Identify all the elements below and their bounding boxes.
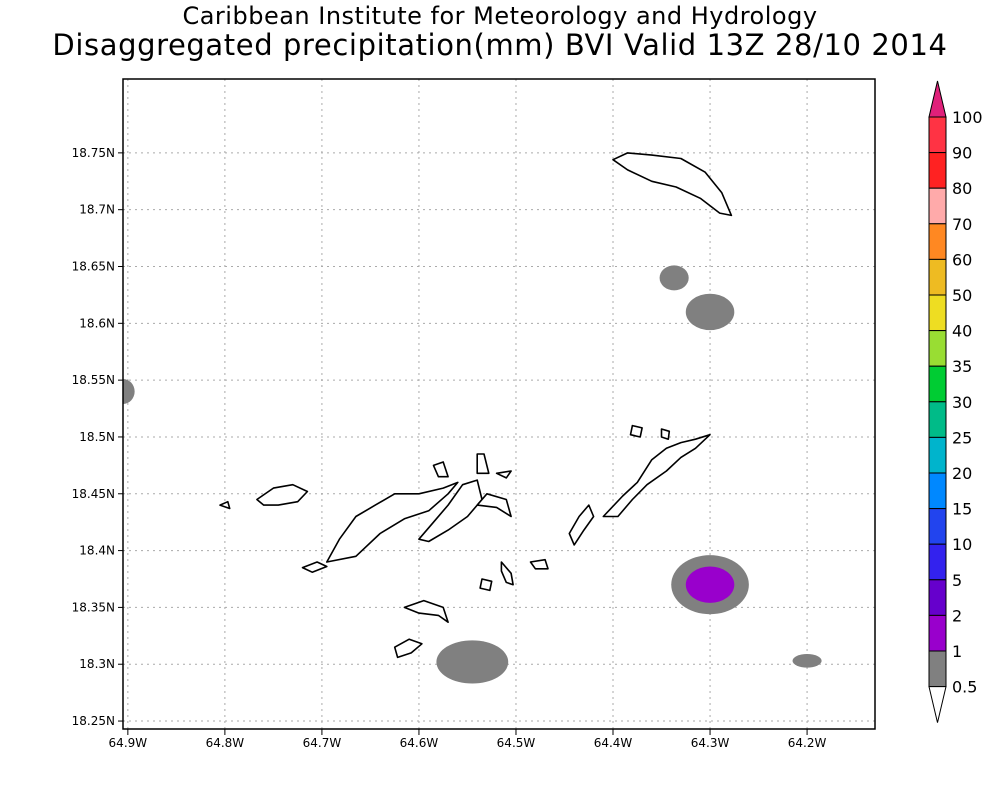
y-tick-label: 18.75N: [72, 146, 115, 160]
island-outlines: [219, 152, 733, 659]
colorbar-swatch: [928, 330, 947, 367]
island-outline: [393, 638, 423, 659]
colorbar-label: 0.5: [952, 678, 977, 697]
x-tick-label: 64.6W: [400, 736, 439, 750]
island-outline: [403, 599, 449, 624]
island-outline: [219, 500, 231, 510]
colorbar-over-arrow: [928, 80, 947, 118]
colorbar-swatch: [928, 614, 947, 652]
colorbar-swatch: [928, 508, 947, 545]
colorbar-label: 10: [952, 535, 972, 554]
colorbar-swatch: [928, 223, 947, 260]
colorbar-swatch: [928, 650, 947, 688]
colorbar-swatch: [928, 116, 947, 154]
colorbar-under-arrow: [928, 686, 947, 723]
precip-cell: [123, 379, 135, 404]
colorbar-swatch: [928, 579, 947, 616]
x-tick-label: 64.8W: [206, 736, 245, 750]
colorbar-swatch: [928, 152, 947, 189]
colorbar-label: 25: [952, 428, 972, 447]
precip-cell: [685, 293, 735, 331]
precip-cell: [685, 566, 735, 603]
precip-cell: [792, 654, 822, 668]
grid-lines: [123, 79, 875, 729]
colorbar-label: 70: [952, 215, 972, 234]
colorbar-swatch: [928, 258, 947, 296]
plot-frame: [122, 78, 876, 730]
colorbar-label: 1: [952, 642, 962, 661]
colorbar-label: 60: [952, 250, 972, 269]
island-outline: [432, 461, 449, 478]
colorbar-swatch: [928, 187, 947, 225]
x-tick-label: 64.4W: [594, 736, 633, 750]
x-tick-label: 64.2W: [788, 736, 827, 750]
island-outline: [256, 483, 309, 506]
island-outline: [602, 433, 711, 518]
colorbar-label: 90: [952, 144, 972, 163]
y-tick-label: 18.65N: [72, 260, 115, 274]
colorbar-swatch: [928, 436, 947, 474]
colorbar-swatch: [928, 472, 947, 510]
island-outline: [495, 470, 512, 479]
colorbar-label: 50: [952, 286, 972, 305]
island-outline: [529, 558, 549, 570]
island-outline: [325, 481, 459, 563]
y-tick-label: 18.6N: [79, 316, 115, 330]
y-tick-label: 18.45N: [72, 487, 115, 501]
colorbar-label: 30: [952, 393, 972, 412]
island-outline: [476, 492, 512, 518]
colorbar-label: 20: [952, 464, 972, 483]
colorbar-swatch: [928, 543, 947, 581]
x-tick-label: 64.5W: [497, 736, 536, 750]
colorbar-label: 35: [952, 357, 972, 376]
colorbar-swatch: [928, 294, 947, 332]
y-tick-label: 18.25N: [72, 714, 115, 728]
island-outline: [500, 561, 514, 586]
axis-ticks: 64.9W 64.8W 64.7W 64.6W 64.5W 64.4W 64.3W 64.2W…: [72, 146, 827, 750]
precip-cell: [659, 265, 689, 291]
island-outline: [418, 479, 483, 543]
colorbar-label: 15: [952, 500, 972, 519]
x-tick-label: 64.3W: [691, 736, 730, 750]
colorbar-label: 100: [952, 108, 983, 127]
island-outline: [301, 561, 328, 574]
colorbar-label: 2: [952, 606, 962, 625]
x-tick-label: 64.9W: [109, 736, 148, 750]
y-tick-label: 18.35N: [72, 600, 115, 614]
map-title: Disaggregated precipitation(mm) BVI Vali…: [52, 28, 948, 62]
y-tick-label: 18.7N: [79, 203, 115, 217]
y-tick-label: 18.5N: [79, 430, 115, 444]
island-outline: [629, 424, 643, 438]
colorbar-swatch: [928, 401, 947, 438]
x-tick-label: 64.7W: [303, 736, 342, 750]
colorbar-label: 80: [952, 179, 972, 198]
y-tick-label: 18.3N: [79, 657, 115, 671]
colorbar-label: 5: [952, 571, 962, 590]
institute-title: Caribbean Institute for Meteorology and …: [182, 2, 818, 30]
y-tick-label: 18.55N: [72, 373, 115, 387]
colorbar-swatch: [928, 365, 947, 403]
island-outline: [479, 578, 493, 592]
precip-cell: [436, 640, 509, 684]
precipitation-field: [123, 265, 822, 684]
island-outline: [568, 504, 595, 546]
island-outline: [476, 453, 490, 475]
island-outline: [612, 152, 733, 217]
y-tick-label: 18.4N: [79, 544, 115, 558]
island-outline: [660, 428, 671, 441]
colorbar-label: 40: [952, 322, 972, 341]
